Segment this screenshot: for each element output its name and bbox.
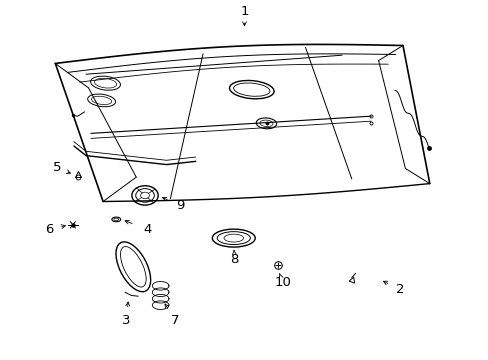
Text: 3: 3 <box>122 314 130 327</box>
Text: 6: 6 <box>45 223 54 236</box>
Text: 1: 1 <box>240 5 248 18</box>
Text: 7: 7 <box>171 314 179 327</box>
Text: 9: 9 <box>176 199 184 212</box>
Text: 8: 8 <box>230 253 239 266</box>
Text: 4: 4 <box>143 223 152 236</box>
Text: 10: 10 <box>274 276 290 289</box>
Text: 2: 2 <box>395 283 404 296</box>
Text: 5: 5 <box>52 161 61 174</box>
